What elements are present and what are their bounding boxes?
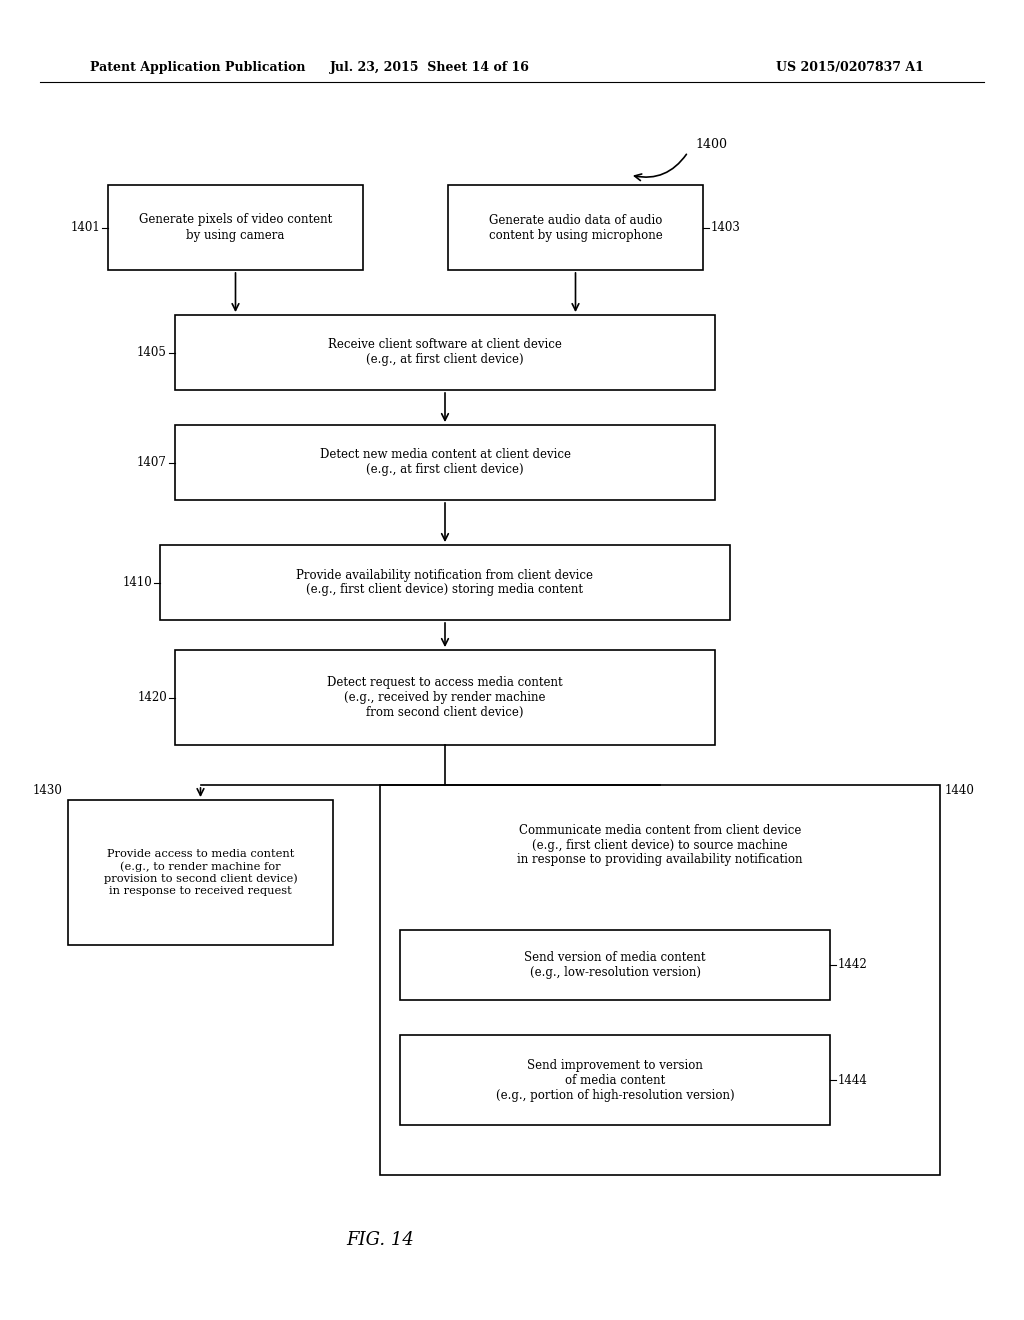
Text: Generate pixels of video content
by using camera: Generate pixels of video content by usin… bbox=[139, 214, 332, 242]
Text: Send improvement to version
of media content
(e.g., portion of high-resolution v: Send improvement to version of media con… bbox=[496, 1059, 734, 1101]
Text: 1403: 1403 bbox=[711, 220, 741, 234]
Bar bbox=[68, 800, 333, 945]
Text: 1444: 1444 bbox=[838, 1073, 868, 1086]
Bar bbox=[400, 931, 830, 1001]
Bar bbox=[400, 1035, 830, 1125]
Bar bbox=[175, 315, 715, 389]
Text: Provide availability notification from client device
(e.g., first client device): Provide availability notification from c… bbox=[297, 569, 594, 597]
Text: 1442: 1442 bbox=[838, 958, 867, 972]
Text: FIG. 14: FIG. 14 bbox=[346, 1232, 414, 1249]
Text: Receive client software at client device
(e.g., at first client device): Receive client software at client device… bbox=[328, 338, 562, 367]
Text: 1405: 1405 bbox=[137, 346, 167, 359]
Text: 1440: 1440 bbox=[945, 784, 975, 796]
Text: 1430: 1430 bbox=[33, 784, 63, 796]
Text: 1420: 1420 bbox=[137, 690, 167, 704]
Bar bbox=[380, 785, 940, 1175]
Text: Patent Application Publication: Patent Application Publication bbox=[90, 62, 305, 74]
Text: US 2015/0207837 A1: US 2015/0207837 A1 bbox=[776, 62, 924, 74]
Text: 1407: 1407 bbox=[137, 455, 167, 469]
Text: 1410: 1410 bbox=[122, 576, 152, 589]
Text: Jul. 23, 2015  Sheet 14 of 16: Jul. 23, 2015 Sheet 14 of 16 bbox=[330, 62, 530, 74]
Text: Send version of media content
(e.g., low-resolution version): Send version of media content (e.g., low… bbox=[524, 950, 706, 979]
Bar bbox=[449, 185, 703, 271]
Text: Communicate media content from client device
(e.g., first client device) to sour: Communicate media content from client de… bbox=[517, 824, 803, 866]
Text: 1401: 1401 bbox=[71, 220, 100, 234]
Text: Detect request to access media content
(e.g., received by render machine
from se: Detect request to access media content (… bbox=[328, 676, 563, 719]
Text: Generate audio data of audio
content by using microphone: Generate audio data of audio content by … bbox=[488, 214, 663, 242]
Text: Detect new media content at client device
(e.g., at first client device): Detect new media content at client devic… bbox=[319, 449, 570, 477]
Bar bbox=[160, 545, 730, 620]
FancyArrowPatch shape bbox=[635, 154, 686, 181]
Bar bbox=[108, 185, 362, 271]
Text: Provide access to media content
(e.g., to render machine for
provision to second: Provide access to media content (e.g., t… bbox=[103, 850, 297, 895]
Bar bbox=[175, 649, 715, 744]
Bar bbox=[175, 425, 715, 500]
Text: 1400: 1400 bbox=[695, 139, 727, 152]
